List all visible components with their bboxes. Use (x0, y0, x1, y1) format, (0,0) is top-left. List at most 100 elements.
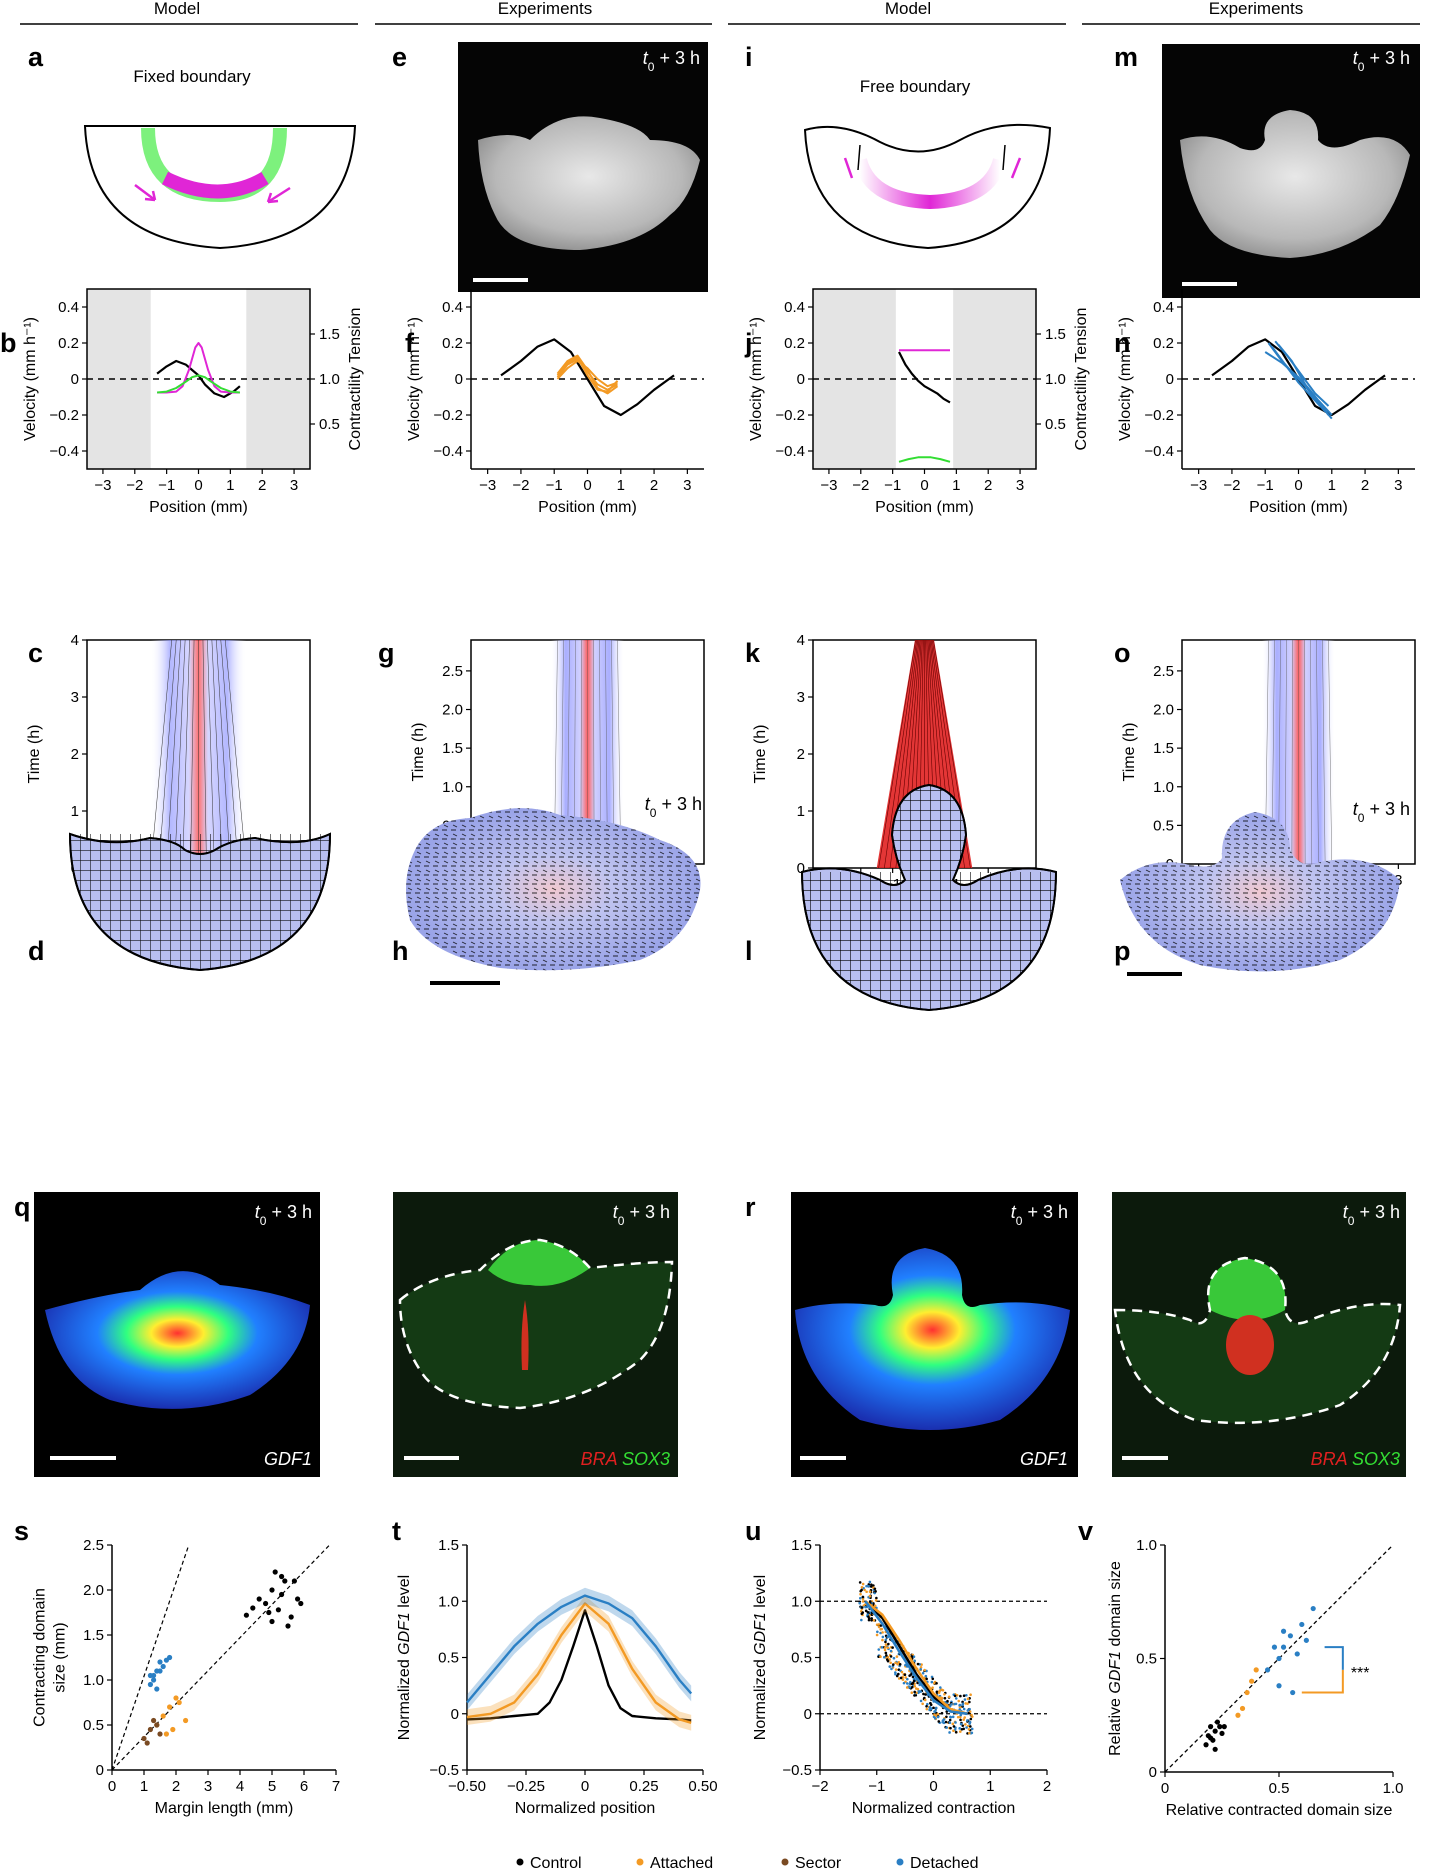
y-axis-label: Relative GDF1 domain size (1107, 1561, 1124, 1756)
kymo-trajectory (216, 639, 231, 869)
x-tick-label: 0 (929, 1778, 937, 1795)
chart-s-domain-size: 0 1 2 3 4 5 6 7 0 0.5 1.0 1.5 2.0 2.5 Margin length (m… (31, 1537, 340, 1817)
y-tick-label: 2.0 (1153, 702, 1174, 719)
series-tension (157, 374, 240, 394)
point-cloud (937, 1691, 941, 1694)
x-tick-label: 0 (920, 477, 928, 494)
legend-marker-attached (636, 1858, 644, 1866)
point-cloud (966, 1697, 970, 1701)
point-cloud (962, 1727, 965, 1731)
point-cloud (934, 1709, 937, 1712)
point-cloud (919, 1668, 922, 1671)
panel-label-o: o (1114, 638, 1131, 668)
field-h-deformation-exp: t0 + 3 h (406, 794, 702, 985)
point-control (1214, 1719, 1221, 1725)
timestamp-r: t0 + 3 h (1011, 1202, 1068, 1228)
point-attached (176, 1699, 182, 1706)
x-axis-label: Position (mm) (1249, 499, 1348, 516)
point-cloud (884, 1640, 887, 1644)
point-cloud (866, 1610, 870, 1614)
y2-tick-label: 0.5 (1045, 416, 1066, 433)
point-cloud (865, 1584, 868, 1588)
point-control (285, 1623, 291, 1629)
point-cloud (959, 1694, 962, 1698)
x-tick-label: 2 (172, 1778, 180, 1795)
y-tick-label: −0.4 (49, 443, 79, 460)
x-tick-label: −2 (512, 477, 529, 494)
panel-label-h: h (392, 936, 409, 966)
point-cloud (879, 1631, 882, 1635)
point-cloud (951, 1715, 955, 1719)
point-attached (160, 1713, 166, 1719)
point-cloud (923, 1698, 927, 1702)
point-control (288, 1614, 294, 1620)
series-exp2 (1271, 346, 1326, 413)
point-cloud (900, 1670, 904, 1674)
series-attached (466, 1602, 692, 1724)
point-detached (157, 1659, 163, 1665)
kymo-trajectory (166, 639, 181, 869)
kymo-trajectory (878, 639, 916, 869)
series-model (500, 338, 675, 417)
point-cloud (967, 1728, 971, 1731)
x-tick-label: 0 (194, 477, 202, 494)
point-cloud (945, 1715, 948, 1719)
point-attached (1253, 1667, 1259, 1673)
point-cloud (913, 1684, 917, 1688)
point-cloud (936, 1715, 940, 1719)
point-detached (1280, 1628, 1287, 1634)
point-cloud (919, 1699, 923, 1703)
point-cloud (883, 1655, 886, 1659)
image-q-gdf1-fixed: t0 + 3 h GDF1 (34, 1192, 320, 1477)
point-cloud (881, 1635, 885, 1639)
point-control (1219, 1730, 1225, 1737)
kymo-trajectory (1284, 639, 1287, 865)
point-detached (1294, 1651, 1300, 1657)
fit-line-steep (111, 1544, 190, 1771)
point-cloud (966, 1719, 969, 1722)
x-tick-label: 3 (1016, 477, 1024, 494)
y-axis-label: Normalized GDF1 level (752, 1575, 769, 1740)
y-axis-label: Time (h) (1121, 723, 1138, 782)
point-cloud (887, 1642, 890, 1646)
point-cloud (956, 1715, 960, 1719)
panel-label-l: l (745, 936, 753, 966)
point-cloud (864, 1605, 867, 1609)
point-cloud (965, 1726, 968, 1729)
image-bra-sox3-fixed: t0 + 3 h BRA SOX3 (393, 1192, 678, 1477)
y-tick-label: 1.0 (442, 779, 463, 796)
y-tick-label: 1.0 (791, 1593, 812, 1610)
point-cloud (861, 1582, 865, 1586)
point-cloud (890, 1667, 893, 1671)
point-sector (147, 1726, 153, 1733)
point-cloud (913, 1690, 916, 1694)
point-cloud (860, 1585, 864, 1589)
y-tick-label: 4 (797, 632, 805, 649)
point-control (298, 1600, 304, 1607)
point-cloud (954, 1721, 957, 1724)
point-cloud (891, 1663, 895, 1666)
point-cloud (886, 1655, 890, 1659)
point-detached (1290, 1689, 1296, 1696)
y-axis-label: Velocity (mm h⁻¹) (22, 317, 39, 441)
point-detached (1265, 1667, 1271, 1673)
y-tick-label: 0 (1166, 371, 1174, 388)
kymo-trajectory (207, 639, 215, 869)
point-cloud (860, 1618, 863, 1622)
point-cloud (966, 1724, 970, 1728)
point-cloud (958, 1715, 962, 1719)
point-cloud (897, 1660, 901, 1664)
point-cloud (905, 1682, 909, 1685)
x-tick-label: 1 (952, 477, 960, 494)
point-control (275, 1607, 281, 1613)
point-cloud (959, 1730, 962, 1733)
chart-v-relative-size: 0 0.5 1.0 0 0.5 1.0 Relative contracted domain… (1107, 1537, 1403, 1819)
point-cloud (919, 1665, 923, 1669)
point-cloud (913, 1659, 917, 1663)
point-cloud (889, 1661, 892, 1665)
point-cloud (929, 1703, 933, 1707)
point-attached (1244, 1689, 1250, 1696)
point-cloud (962, 1707, 966, 1711)
legend-label-control: Control (530, 1855, 582, 1872)
